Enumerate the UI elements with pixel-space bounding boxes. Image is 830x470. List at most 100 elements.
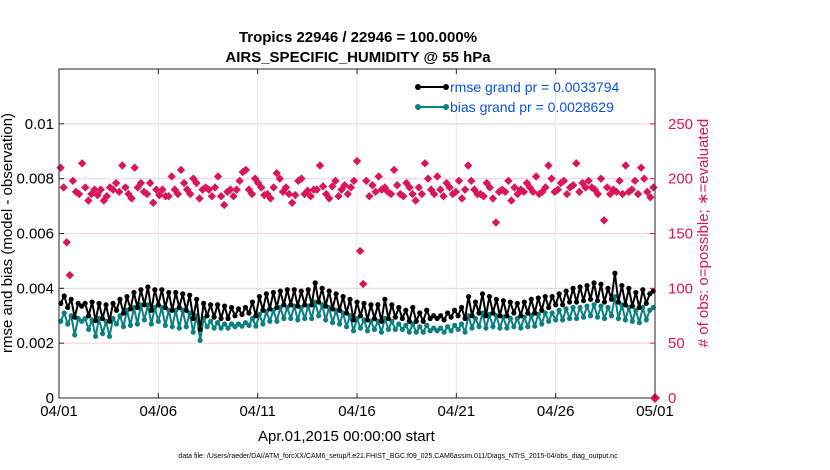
rmse-point-58 (260, 307, 266, 313)
obs-point-133 (467, 176, 476, 186)
right-y-axis-label: # of obs: o=possible; ∗=evaluated (695, 119, 712, 348)
right-y-tick-label-1: 50 (668, 335, 685, 352)
bias-point-14 (106, 333, 113, 339)
obs-point-3 (65, 270, 75, 280)
obs-point-192 (649, 183, 658, 192)
rmse-point-77 (326, 288, 332, 294)
bias-point-46 (218, 325, 224, 331)
obs-point-59 (238, 167, 247, 177)
bias-point-90 (371, 326, 378, 333)
bias-point-95 (389, 318, 395, 324)
obs-point-49 (207, 192, 217, 201)
obs-point-163 (559, 176, 569, 186)
obs-point-35 (164, 192, 173, 201)
legend-bias-label: bias grand pr = 0.0028629 (450, 99, 614, 115)
bias-point-159 (612, 293, 618, 300)
bias-point-124 (490, 324, 496, 330)
rmse-point-113 (451, 307, 458, 313)
bias-point-104 (420, 329, 426, 335)
rmse-point-23 (138, 287, 144, 293)
x-tick-label-5: 04/26 (537, 403, 575, 420)
bias-point-103 (417, 324, 423, 330)
obs-point-31 (152, 185, 161, 194)
rmse-point-3 (68, 296, 74, 302)
x-axis-ticks: 04/01 04/06 04/11 04/16 04/21 04/26 05/01 (40, 69, 674, 420)
obs-point-40 (179, 178, 189, 188)
obs-point-62 (247, 189, 257, 199)
obs-point-17 (108, 185, 118, 194)
rmse-point-109 (438, 313, 444, 319)
bias-point-115 (458, 321, 465, 327)
y-tick-label-5: 0.01 (25, 116, 54, 133)
bias-point-27 (152, 304, 158, 311)
obs-point-24 (130, 163, 139, 172)
y-tick-label-2: 0.004 (16, 280, 54, 297)
bias-point-110 (441, 329, 447, 335)
bias-point-15 (110, 315, 116, 322)
rmse-point-131 (514, 300, 520, 307)
obs-point-122 (433, 172, 442, 181)
rmse-point-22 (134, 304, 141, 311)
obs-point-28 (142, 189, 152, 199)
bias-point-55 (249, 315, 256, 322)
rmse-point-160 (615, 299, 622, 305)
obs-point-2 (62, 238, 71, 247)
obs-point-30 (148, 198, 158, 207)
obs-point-109 (392, 181, 402, 190)
rmse-point-118 (469, 313, 475, 319)
bias-point-92 (378, 329, 384, 335)
bias-point-2 (65, 321, 71, 327)
bias-point-164 (629, 318, 635, 324)
obs-point-76 (291, 190, 300, 200)
rmse-point-59 (263, 291, 269, 297)
rmse-point-42 (204, 313, 210, 319)
rmse-point-155 (598, 281, 604, 287)
obs-point-158 (544, 161, 553, 170)
bias-point-169 (647, 307, 653, 313)
bias-point-42 (204, 324, 210, 330)
obs-point-14 (99, 196, 108, 205)
rmse-point-164 (629, 303, 635, 309)
obs-point-70 (272, 168, 281, 178)
rmse-point-71 (305, 287, 311, 293)
obs-point-113 (405, 183, 414, 192)
bias-point-68 (295, 317, 301, 323)
bias-point-147 (570, 304, 576, 311)
rmse-point-162 (622, 302, 628, 308)
rmse-point-70 (302, 302, 308, 308)
rmse-point-120 (476, 310, 482, 316)
bias-point-12 (99, 330, 106, 337)
bias-point-98 (399, 326, 405, 333)
rmse-point-40 (197, 326, 203, 333)
rmse-point-18 (120, 310, 127, 316)
rmse-point-126 (497, 313, 503, 319)
obs-point-108 (389, 165, 399, 175)
rmse-point-73 (312, 280, 318, 286)
rmse-point-142 (553, 302, 559, 308)
rmse-point-81 (340, 293, 346, 300)
bias-point-157 (605, 304, 611, 311)
rmse-point-90 (371, 315, 378, 322)
bias-point-150 (580, 314, 587, 320)
rmse-point-110 (441, 317, 447, 323)
obs-point-26 (136, 178, 146, 188)
bias-point-109 (438, 325, 444, 331)
obs-point-114 (408, 189, 417, 199)
obs-count-series (56, 156, 660, 403)
bias-point-32 (169, 324, 175, 330)
bias-point-138 (539, 321, 545, 327)
bias-point-96 (392, 326, 398, 333)
obs-point-16 (105, 183, 115, 192)
obs-point-18 (111, 178, 121, 188)
bias-point-49 (228, 321, 235, 327)
obs-point-29 (145, 178, 155, 188)
rmse-point-45 (214, 302, 221, 308)
bias-point-18 (120, 324, 127, 330)
rmse-point-11 (96, 300, 102, 307)
obs-point-51 (213, 172, 223, 181)
obs-point-171 (584, 176, 593, 186)
obs-point-132 (463, 161, 473, 170)
rmse-point-144 (560, 302, 566, 308)
rmse-point-52 (239, 311, 245, 317)
rmse-point-89 (368, 302, 374, 308)
